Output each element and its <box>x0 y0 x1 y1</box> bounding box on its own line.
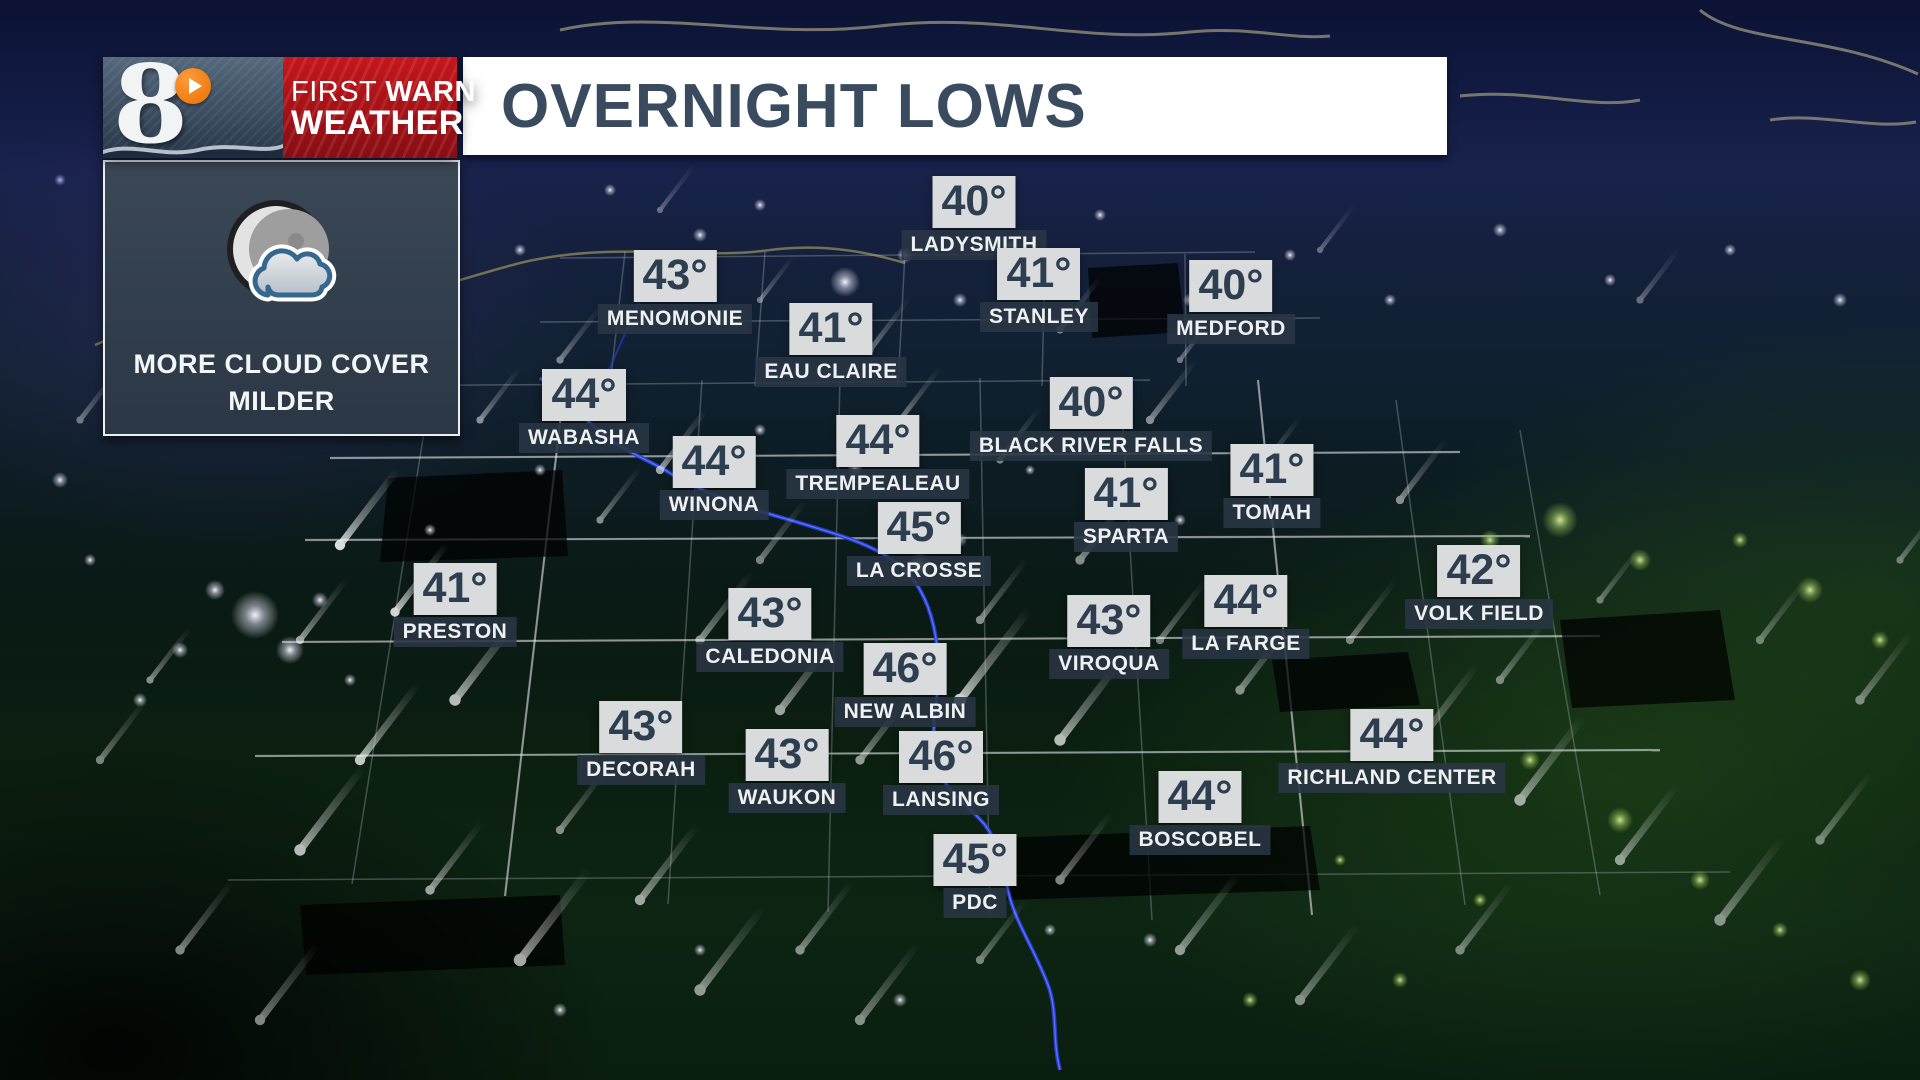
city-name: PRESTON <box>393 617 517 647</box>
dark-county-fills <box>300 263 1735 975</box>
station-label: 44° LA FARGE <box>1182 575 1310 659</box>
station-label: 43° WAUKON <box>728 729 846 813</box>
city-name: CALEDONIA <box>696 642 844 672</box>
play-button-icon <box>175 68 211 104</box>
station-label: 42° VOLK FIELD <box>1405 545 1553 629</box>
temperature-value: 41° <box>1084 468 1168 520</box>
temperature-value: 44° <box>672 436 756 488</box>
station-label: 44° BOSCOBEL <box>1129 771 1271 855</box>
station-label: 44° RICHLAND CENTER <box>1278 709 1506 793</box>
city-name: WAUKON <box>728 783 846 813</box>
city-name: VIROQUA <box>1049 649 1169 679</box>
temperature-value: 40° <box>932 176 1016 228</box>
first-warn-weather-wordmark: FIRST WARN WEATHER <box>283 57 475 158</box>
city-name: TOMAH <box>1223 498 1321 528</box>
wordmark-weather: WEATHER <box>291 103 464 142</box>
temperature-value: 44° <box>1158 771 1242 823</box>
station-label: 43° CALEDONIA <box>696 588 844 672</box>
city-name: NEW ALBIN <box>834 697 976 727</box>
city-name: STANLEY <box>980 302 1098 332</box>
temperature-value: 41° <box>997 248 1081 300</box>
city-name: MEDFORD <box>1167 314 1295 344</box>
city-name: MENOMONIE <box>597 304 753 334</box>
station-label: 46° LANSING <box>883 731 999 815</box>
station-label: 43° MENOMONIE <box>597 250 753 334</box>
city-name: VOLK FIELD <box>1405 599 1553 629</box>
city-name: PDC <box>943 888 1007 918</box>
city-name: RICHLAND CENTER <box>1278 763 1506 793</box>
station-label: 41° STANLEY <box>980 248 1098 332</box>
station-label: 44° WABASHA <box>519 369 649 453</box>
temperature-value: 41° <box>789 303 873 355</box>
city-name: WINONA <box>659 490 769 520</box>
city-name: LANSING <box>883 785 999 815</box>
station-label: 46° NEW ALBIN <box>834 643 976 727</box>
shoreline-outlines <box>559 8 1919 126</box>
channel-number: 8 <box>113 57 189 158</box>
wordmark-first: FIRST <box>291 75 377 108</box>
city-name: EAU CLAIRE <box>755 357 907 387</box>
wordmark-warn: WARN <box>385 75 476 108</box>
city-name: SPARTA <box>1073 522 1179 552</box>
headline-bar: OVERNIGHT LOWS <box>463 57 1447 155</box>
temperature-value: 42° <box>1437 545 1521 597</box>
temperature-value: 45° <box>877 502 961 554</box>
city-name: BOSCOBEL <box>1129 825 1271 855</box>
station-label: 40° MEDFORD <box>1167 260 1295 344</box>
temperature-value: 45° <box>933 834 1017 886</box>
station-label: 44° WINONA <box>659 436 769 520</box>
city-name: DECORAH <box>577 755 705 785</box>
station-brand-logo: 8 FIRST WARN WEATHER <box>103 57 475 158</box>
condition-line-1: MORE CLOUD COVER <box>133 349 430 379</box>
station-label: 43° DECORAH <box>577 701 705 785</box>
station-label: 41° PRESTON <box>393 563 517 647</box>
city-name: LA CROSSE <box>846 556 992 586</box>
temperature-value: 43° <box>745 729 829 781</box>
temperature-value: 41° <box>1230 444 1314 496</box>
channel-8-logo: 8 <box>103 57 283 158</box>
page-title: OVERNIGHT LOWS <box>501 71 1087 141</box>
station-label: 41° EAU CLAIRE <box>755 303 907 387</box>
temperature-value: 43° <box>633 250 717 302</box>
station-label: 41° SPARTA <box>1073 468 1179 552</box>
station-label: 41° TOMAH <box>1223 444 1321 528</box>
station-label: 45° LA CROSSE <box>846 502 992 586</box>
city-name: WABASHA <box>519 423 649 453</box>
temperature-value: 43° <box>599 701 683 753</box>
logo-wave-decoration <box>103 144 283 158</box>
condition-panel: MORE CLOUD COVER MILDER <box>103 160 460 436</box>
condition-caption: MORE CLOUD COVER MILDER <box>105 346 458 420</box>
station-label: 43° VIROQUA <box>1049 595 1169 679</box>
station-label: 44° TREMPEALEAU <box>786 415 970 499</box>
temperature-value: 40° <box>1049 377 1133 429</box>
temperature-value: 44° <box>1204 575 1288 627</box>
station-label: 45° PDC <box>933 834 1017 918</box>
station-label: 40° BLACK RIVER FALLS <box>969 377 1213 461</box>
temperature-value: 46° <box>899 731 983 783</box>
city-name: BLACK RIVER FALLS <box>969 431 1213 461</box>
temperature-value: 44° <box>1350 709 1434 761</box>
city-name: LA FARGE <box>1182 629 1310 659</box>
condition-line-2: MILDER <box>228 386 335 416</box>
temperature-value: 40° <box>1189 260 1273 312</box>
temperature-value: 41° <box>413 563 497 615</box>
temperature-value: 44° <box>836 415 920 467</box>
temperature-value: 44° <box>542 369 626 421</box>
temperature-value: 46° <box>863 643 947 695</box>
temperature-value: 43° <box>728 588 812 640</box>
city-name: TREMPEALEAU <box>786 469 970 499</box>
station-label: 40° LADYSMITH <box>901 176 1047 260</box>
moon-with-cloud-icon <box>226 200 336 302</box>
temperature-value: 43° <box>1067 595 1151 647</box>
